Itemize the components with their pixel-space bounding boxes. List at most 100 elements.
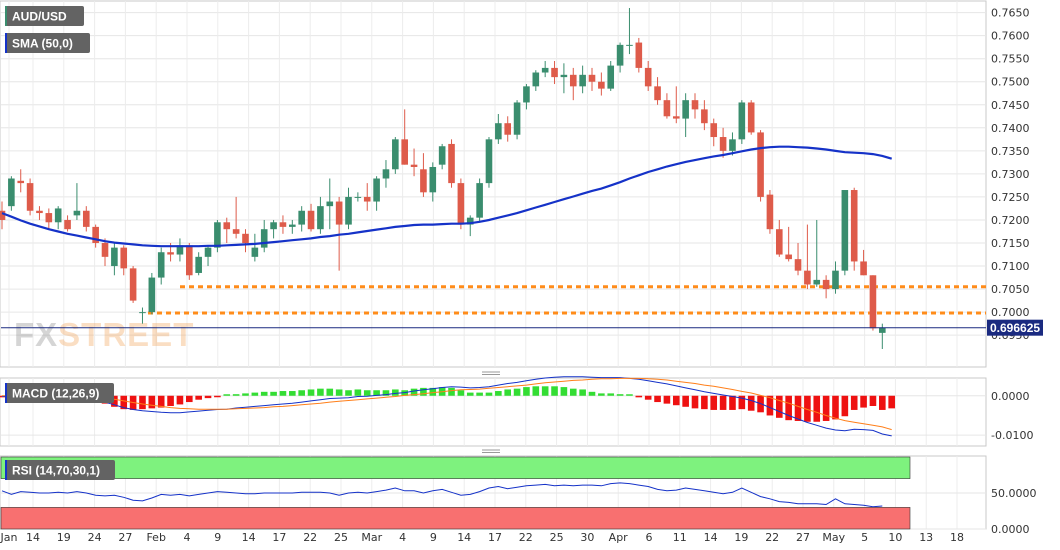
macd-histogram-bar [157,395,165,408]
candle [373,176,380,211]
price-tick-label: 0.7000 [991,306,1030,319]
candle-body [607,65,615,89]
candle [345,187,352,230]
date-tick-label: 4 [399,531,406,544]
macd-histogram-bar [345,390,352,396]
candle-body [504,123,512,135]
candle-body [204,247,212,257]
candle [139,307,146,324]
sma-legend[interactable]: SMA (50,0) [5,33,90,53]
candle [363,183,371,211]
candle [242,229,249,253]
price-tick-label: 0.7300 [991,168,1030,181]
date-tick-label: 27 [118,531,132,544]
macd-histogram-bar [616,394,624,396]
candle-body [373,178,380,202]
candle [36,206,43,220]
price-tick-label: 0.7600 [991,30,1030,43]
price-tick-label: 0.7100 [991,260,1030,273]
date-tick-label: 25 [550,531,564,544]
candle-body [101,243,109,257]
macd-histogram-bar [504,389,512,396]
macd-histogram-bar [775,395,783,418]
date-tick-label: Mar [361,531,382,544]
candle-body [822,279,830,290]
sma-50-line [1,145,893,248]
macd-histogram-bar [513,388,521,396]
candle [204,245,212,267]
candle-body [307,210,315,230]
macd-histogram-bar [888,395,895,409]
macd-histogram-bar [523,387,530,396]
date-tick-label: 18 [950,531,964,544]
rsi-legend-label: RSI (14,70,30,1) [12,464,100,478]
macd-histogram-bar [214,395,221,398]
candle-body [635,42,643,68]
rsi-tick-label: 0.0000 [991,523,1030,536]
macd-histogram-bar [251,392,259,396]
candle [195,252,202,276]
macd-histogram-bar [186,395,193,403]
macd-histogram-bar [879,395,886,410]
rsi-oversold-zone [0,507,911,530]
candle [298,206,305,232]
candle-body [729,139,736,151]
candle [157,247,165,285]
candle [223,217,231,244]
candle-body [495,123,502,140]
candle [672,86,680,124]
candle-body [860,261,867,276]
candle-body [466,217,474,225]
candle-body [766,194,774,230]
candle-body [298,210,305,225]
macd-histogram-bar [139,395,146,410]
candle-body [701,109,708,124]
candle-body [36,210,43,214]
date-tick-label: 14 [242,531,256,544]
candle [804,224,811,290]
macd-legend[interactable]: MACD (12,26,9) [5,383,114,403]
candle [775,219,783,257]
candle-body [438,146,446,165]
rsi-legend[interactable]: RSI (14,70,30,1) [5,460,115,480]
candle-body [167,252,174,255]
macd-histogram-bar [326,388,334,396]
watermark-fx: FX [14,316,58,353]
macd-histogram-bar [738,395,746,410]
macd-histogram-bar [850,395,858,410]
macd-histogram-bar [448,387,455,396]
candle [429,162,437,202]
price-legend[interactable]: AUD/USD [5,6,84,26]
macd-histogram-bar [701,395,708,410]
price-tick-label: 0.7350 [991,145,1030,158]
rsi-overbought-zone [0,456,911,479]
panel-resize-handle-1[interactable] [482,371,500,375]
candle-body [551,67,558,78]
candle-body [64,219,71,230]
rsi-axis-labels: 50.0000 0.0000 [991,487,1037,536]
candle-body [785,254,792,260]
macd-tick-label: 0.0000 [991,390,1030,403]
candle [73,183,81,220]
candle [841,190,849,276]
macd-histogram-bar [279,391,287,396]
candle [448,139,455,188]
candle-body [289,224,296,227]
macd-histogram-bar [289,391,296,396]
macd-histogram-bar [242,393,249,396]
macd-histogram-bar [560,387,568,396]
candle [691,93,699,119]
macd-histogram-bar [120,395,128,410]
candle [317,196,324,234]
price-tick-label: 0.7150 [991,237,1030,250]
candle-body [429,166,437,193]
candle [176,238,184,262]
panel-resize-handle-2[interactable] [482,449,500,453]
macd-histogram-bar [317,388,324,396]
candle [551,60,558,85]
candle [392,137,399,174]
candle-body [485,139,493,184]
price-axis-labels: 0.7650 0.7600 0.7550 0.7500 0.7450 0.7400 0.73… [991,7,1030,343]
macd-histogram-bar [420,387,427,396]
candle-body [17,180,25,184]
